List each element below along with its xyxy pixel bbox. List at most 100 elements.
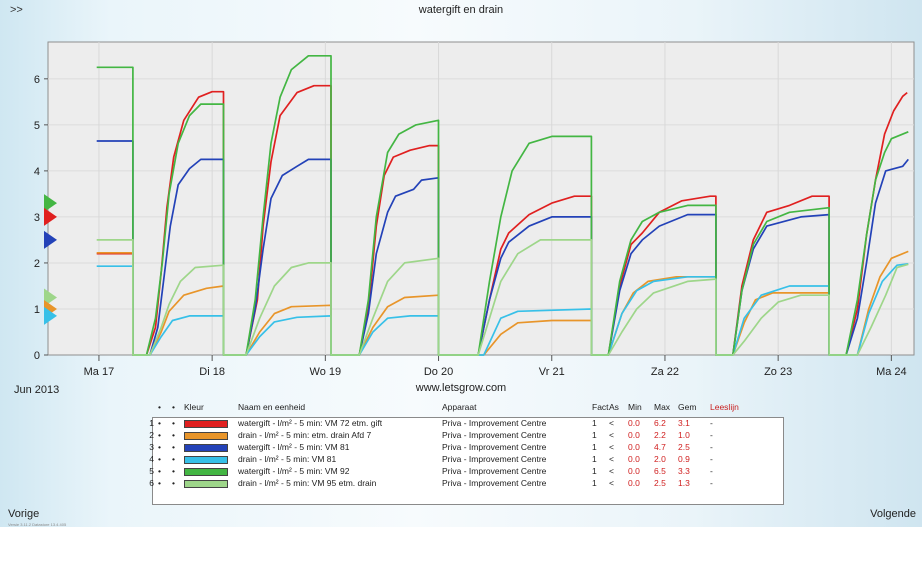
period-label: Jun 2013 — [14, 384, 60, 396]
legend-readline: - — [710, 418, 713, 428]
previous-button[interactable]: Vorige — [8, 508, 40, 520]
legend-header-dot-1[interactable]: • — [158, 402, 161, 412]
series-line-6[interactable] — [96, 239, 909, 356]
legend-max: 2.0 — [654, 454, 666, 464]
legend-color-swatch[interactable] — [184, 444, 228, 452]
legend-device: Priva - Improvement Centre — [442, 466, 547, 476]
y-tick-label: 5 — [34, 120, 40, 132]
legend-min: 0.0 — [628, 478, 640, 488]
legend-row[interactable]: 2 • • drain - l/m² - 5 min: etm. drain Afd … — [142, 429, 782, 441]
legend-color-swatch[interactable] — [184, 456, 228, 464]
y-tick-label: 2 — [34, 258, 40, 270]
legend-factor: 1 — [592, 478, 597, 488]
next-button[interactable]: Volgende — [870, 508, 916, 520]
y-tick-label: 4 — [34, 166, 40, 178]
legend-max: 4.7 — [654, 442, 666, 452]
legend-color-swatch[interactable] — [184, 468, 228, 476]
axis-marker-1[interactable] — [44, 194, 57, 213]
x-tick-label: Za 22 — [651, 366, 679, 378]
axis-marker-4[interactable] — [44, 288, 57, 307]
legend-average: 1.3 — [678, 478, 690, 488]
legend-device: Priva - Improvement Centre — [442, 430, 547, 440]
line-chart[interactable]: 0 1 2 3 4 5 6 Ma 17 Di 18 Wo 19 Do 20 Vr 21 Za 22 Zo … — [0, 0, 922, 400]
legend-readline: - — [710, 442, 713, 452]
chart-topbar: >> watergift en drain — [0, 0, 922, 22]
legend-max: 6.5 — [654, 466, 666, 476]
legend-average: 3.3 — [678, 466, 690, 476]
series-line-2[interactable] — [96, 250, 909, 356]
legend-factor: 1 — [592, 442, 597, 452]
legend-row[interactable]: 5 • • watergift - l/m² - 5 min: VM 92 Priva … — [142, 465, 782, 477]
legend-header-name: Naam en eenheid — [238, 402, 306, 412]
x-tick-label: Wo 19 — [310, 366, 342, 378]
y-tick-label: 0 — [34, 350, 40, 362]
legend-min: 0.0 — [628, 466, 640, 476]
legend-axis: < — [609, 478, 614, 488]
legend-axis: < — [609, 418, 614, 428]
legend-header-color: Kleur — [184, 402, 204, 412]
expand-button[interactable]: >> — [10, 4, 23, 16]
legend-visibility-dot[interactable]: • — [158, 466, 161, 476]
legend-device: Priva - Improvement Centre — [442, 478, 547, 488]
legend-visibility-dot[interactable]: • — [158, 430, 161, 440]
y-tick-label: 1 — [34, 304, 40, 316]
axis-marker-2[interactable] — [44, 207, 57, 226]
y-tick-label: 3 — [34, 212, 40, 224]
legend-rows: 1 • • watergift - l/m² - 5 min: VM 72 etm. … — [142, 417, 782, 489]
legend-row-index: 3 — [149, 442, 154, 452]
legend-readline: - — [710, 478, 713, 488]
version-footnote: Versie 3.11.2 Datastore 13.4.405 — [8, 522, 67, 527]
legend-min: 0.0 — [628, 442, 640, 452]
legend-device: Priva - Improvement Centre — [442, 442, 547, 452]
legend-header-min: Min — [628, 402, 642, 412]
legend-row[interactable]: 1 • • watergift - l/m² - 5 min: VM 72 etm. … — [142, 417, 782, 429]
legend-header-leeslijn[interactable]: Leeslijn — [710, 402, 739, 412]
legend-header-fact: Fact — [592, 402, 609, 412]
legend-axis: < — [609, 430, 614, 440]
legend-visibility-dot[interactable]: • — [158, 454, 161, 464]
legend-device: Priva - Improvement Centre — [442, 454, 547, 464]
legend-color-swatch[interactable] — [184, 420, 228, 428]
legend-axis-dot[interactable]: • — [172, 442, 175, 452]
legend-axis-dot[interactable]: • — [172, 466, 175, 476]
legend-box — [152, 417, 784, 505]
legend-color-swatch[interactable] — [184, 432, 228, 440]
legend-axis-dot[interactable]: • — [172, 454, 175, 464]
legend-visibility-dot[interactable]: • — [158, 442, 161, 452]
legend-visibility-dot[interactable]: • — [158, 478, 161, 488]
legend-row[interactable]: 3 • • watergift - l/m² - 5 min: VM 81 Priva … — [142, 441, 782, 453]
x-tick-label: Do 20 — [424, 366, 453, 378]
legend-row-index: 4 — [149, 454, 154, 464]
legend-series-name: watergift - l/m² - 5 min: VM 81 — [238, 442, 350, 452]
chart-panel: >> watergift en drain 0 1 2 3 4 5 6 Ma 17 Di 18 W… — [0, 0, 922, 527]
legend-axis: < — [609, 466, 614, 476]
legend-row[interactable]: 4 • • drain - l/m² - 5 min: VM 81 Priva - Im… — [142, 453, 782, 465]
legend-visibility-dot[interactable]: • — [158, 418, 161, 428]
legend-row[interactable]: 6 • • drain - l/m² - 5 min: VM 95 etm. drai… — [142, 477, 782, 489]
legend-series-name: drain - l/m² - 5 min: etm. drain Afd 7 — [238, 430, 372, 440]
axis-marker-6[interactable] — [44, 306, 57, 325]
legend-axis-dot[interactable]: • — [172, 478, 175, 488]
legend-axis: < — [609, 442, 614, 452]
x-tick-label: Ma 17 — [84, 366, 115, 378]
legend-series-name: drain - l/m² - 5 min: VM 95 etm. drain — [238, 478, 377, 488]
legend-readline: - — [710, 454, 713, 464]
x-tick-label: Zo 23 — [764, 366, 792, 378]
axis-marker-3[interactable] — [44, 230, 57, 249]
legend-axis-dot[interactable]: • — [172, 430, 175, 440]
legend-header-device: Apparaat — [442, 402, 477, 412]
legend-row-index: 6 — [149, 478, 154, 488]
legend-header: • • Kleur Naam en eenheid Apparaat Fact … — [142, 401, 782, 413]
legend-min: 0.0 — [628, 418, 640, 428]
legend-header-as: As — [609, 402, 619, 412]
legend-header-dot-2[interactable]: • — [172, 402, 175, 412]
legend-axis-dot[interactable]: • — [172, 418, 175, 428]
chart-title: watergift en drain — [418, 4, 504, 16]
legend-color-swatch[interactable] — [184, 480, 228, 488]
x-tick-label: Di 18 — [199, 366, 225, 378]
legend-factor: 1 — [592, 466, 597, 476]
legend-row-index: 5 — [149, 466, 154, 476]
x-tick-label: Vr 21 — [539, 366, 565, 378]
legend-max: 6.2 — [654, 418, 666, 428]
legend-factor: 1 — [592, 454, 597, 464]
